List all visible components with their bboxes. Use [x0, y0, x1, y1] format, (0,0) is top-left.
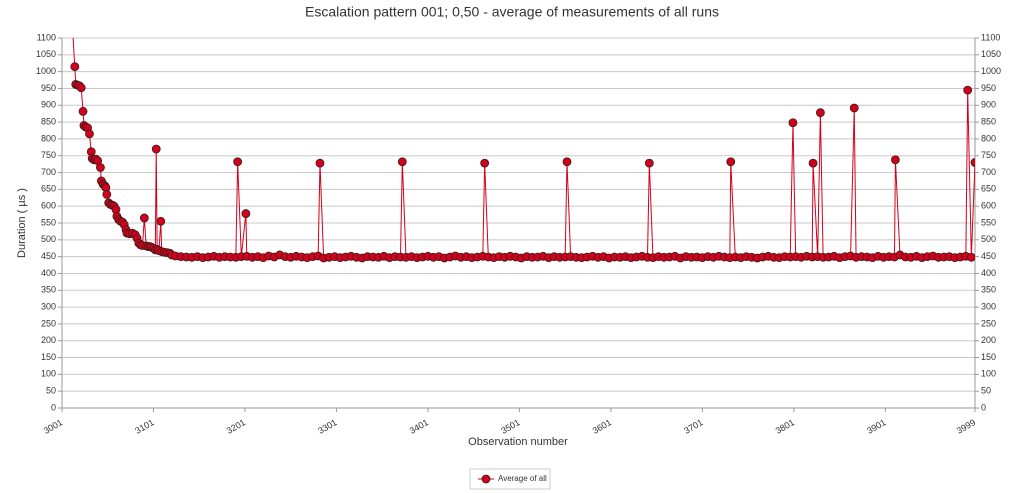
y-tick-label: 900 [41, 100, 56, 110]
data-point [644, 158, 654, 168]
y-tick-label: 1100 [37, 32, 56, 42]
data-point [241, 209, 251, 218]
series-line [72, 38, 975, 259]
data-point [891, 155, 900, 165]
data-point [562, 157, 572, 167]
y2-tick-label: 200 [981, 335, 996, 345]
data-point [726, 157, 736, 167]
y-tick-label: 950 [41, 83, 56, 93]
y-tick-label: 100 [41, 369, 56, 379]
x-tick-label: 3401 [408, 417, 430, 436]
y-tick-label: 1000 [36, 66, 56, 76]
y2-tick-label: 1100 [981, 32, 1000, 42]
y2-tick-label: 650 [981, 184, 996, 194]
y-tick-label: 250 [41, 318, 56, 328]
y2-tick-label: 500 [981, 234, 996, 244]
y2-tick-label: 350 [981, 285, 996, 295]
y-tick-label: 400 [41, 268, 56, 278]
data-point [849, 103, 859, 113]
data-point [151, 144, 161, 154]
y2-tick-label: 450 [981, 251, 996, 261]
x-tick-label: 3701 [682, 417, 704, 436]
data-point [970, 158, 975, 167]
legend-marker [481, 474, 491, 484]
y-tick-label: 450 [41, 251, 56, 261]
y-tick-label: 850 [41, 116, 56, 126]
y2-tick-label: 900 [981, 100, 996, 110]
data-point [70, 62, 80, 71]
x-tick-label: 3801 [774, 417, 796, 436]
data-point [85, 129, 94, 139]
y2-tick-label: 50 [981, 386, 991, 396]
y2-tick-label: 0 [981, 402, 986, 412]
y2-tick-label: 800 [981, 133, 996, 143]
data-point [966, 252, 975, 262]
data-point [963, 85, 973, 95]
y-tick-label: 300 [41, 301, 56, 311]
data-point [156, 216, 166, 226]
data-point [808, 158, 818, 168]
y-tick-label: 350 [41, 285, 56, 295]
y2-tick-label: 300 [981, 301, 996, 311]
x-tick-label: 3601 [591, 417, 613, 436]
y-axis-title: Duration ( µs ) [16, 188, 28, 258]
x-tick-label: 3201 [225, 417, 247, 436]
x-tick-label: 3501 [499, 417, 521, 436]
y2-tick-label: 750 [981, 150, 996, 160]
y-tick-label: 700 [41, 167, 56, 177]
y2-tick-label: 550 [981, 217, 996, 227]
y-tick-label: 50 [46, 386, 56, 396]
data-point [139, 213, 149, 223]
y2-tick-label: 700 [981, 167, 996, 177]
x-tick-label: 3901 [865, 417, 887, 436]
data-point [68, 17, 76, 25]
y2-tick-label: 1000 [981, 66, 1001, 76]
data-point [76, 83, 86, 93]
x-tick-label: 3001 [42, 417, 64, 436]
data-point [397, 157, 407, 167]
y-tick-label: 750 [41, 150, 56, 160]
data-point [233, 157, 243, 167]
data-point [102, 190, 112, 199]
legend-label: Average of all [498, 474, 547, 483]
data-point [788, 118, 798, 128]
y-tick-label: 500 [41, 234, 56, 244]
y2-tick-label: 400 [981, 268, 996, 278]
y2-tick-label: 1050 [981, 49, 1001, 59]
data-point [315, 158, 325, 168]
x-tick-label: 3999 [955, 417, 977, 436]
y2-tick-label: 850 [981, 116, 996, 126]
plot-area [68, 17, 975, 263]
y-tick-label: 650 [41, 184, 56, 194]
y-tick-label: 200 [41, 335, 56, 345]
y-tick-label: 600 [41, 201, 56, 211]
y2-tick-label: 100 [981, 369, 996, 379]
y2-tick-label: 250 [981, 318, 996, 328]
legend-box [469, 468, 551, 490]
x-tick-label: 3301 [316, 417, 338, 436]
y2-tick-label: 600 [981, 201, 996, 211]
y2-tick-label: 150 [981, 352, 996, 362]
data-point [815, 108, 825, 118]
chart-title: Escalation pattern 001; 0,50 - average o… [305, 4, 719, 20]
y2-tick-label: 950 [981, 83, 996, 93]
y-tick-label: 800 [41, 133, 56, 143]
data-point [480, 158, 490, 168]
x-axis-title: Observation number [468, 436, 568, 448]
data-point [96, 163, 105, 172]
y-tick-label: 550 [41, 217, 56, 227]
y-tick-label: 0 [51, 402, 56, 412]
x-tick-label: 3101 [133, 417, 155, 436]
y-tick-label: 1050 [36, 49, 56, 59]
y-tick-label: 150 [41, 352, 56, 362]
data-point [78, 106, 88, 116]
